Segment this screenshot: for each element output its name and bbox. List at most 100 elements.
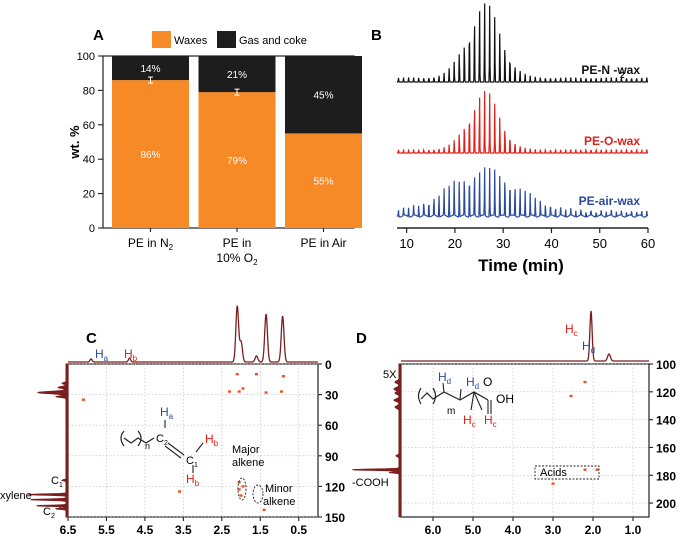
bar-gas-coke [112, 56, 189, 81]
svg-text:Hc: Hc [484, 413, 497, 429]
crosspeak [264, 391, 268, 394]
svg-text:C2: C2 [156, 433, 168, 447]
acid-structure: Hd Hd Hc Hc OH O m [417, 370, 514, 429]
panel-b-xlabel: Time (min) [478, 256, 564, 275]
c-minor-alkene-line2: alkene [263, 496, 295, 508]
alkene-structure: Ha Hb Hb C2 C1 n [120, 405, 219, 488]
nmr-ytick-label: 150 [325, 511, 345, 525]
nmr-xtick-label: 2.5 [214, 523, 231, 537]
crosspeak [241, 387, 245, 390]
crosspeak [569, 394, 573, 398]
crosspeak [595, 468, 599, 471]
svg-text:Hc: Hc [463, 413, 476, 429]
panel-d-frame [400, 363, 650, 518]
c-label-xylene: xylene [0, 490, 32, 502]
d-label-hc: Hc [565, 322, 578, 338]
d-label-5x: 5X [383, 369, 397, 381]
c-major-alkene-line1: Major [232, 444, 260, 456]
b-xtick-label: 40 [544, 236, 558, 251]
bar-gas-label: 21% [227, 70, 247, 81]
svg-text:O: O [483, 375, 492, 389]
c-label-c2: C2 [43, 506, 55, 520]
legend-gas-swatch [217, 31, 236, 48]
bar-gas-label: 14% [140, 64, 160, 75]
chromatogram-trace [396, 167, 649, 218]
c-label-ha: Ha [95, 347, 109, 363]
svg-text:Hb: Hb [186, 472, 200, 488]
crosspeak [241, 485, 245, 488]
panel-c-crosspeaks [81, 373, 285, 512]
trace-label-n2-subscript: 2 [620, 71, 625, 80]
panel-c-frame [67, 363, 319, 518]
d-label-acids: Acids [540, 467, 567, 479]
bar-waxes-label: 79% [227, 156, 247, 167]
legend-gas-label: Gas and coke [239, 35, 307, 47]
nmr-xtick-label: 1.5 [252, 523, 269, 537]
bar-waxes [285, 133, 362, 228]
panel-d-xticks: 6.0 5.0 4.0 3.0 2.0 1.0 [425, 517, 642, 537]
nmr-ytick-label: 0 [325, 358, 332, 372]
panel-d-f2-projection [401, 310, 649, 362]
crosspeak [583, 468, 587, 471]
c-label-hb: Hb [124, 347, 138, 363]
panel-a-yticks: 0 20 40 60 80 100 [77, 51, 103, 235]
a-xlabel-pe-o2-line1: PE in [223, 236, 252, 250]
b-xtick-label: 20 [448, 236, 462, 251]
nmr-ytick-label: 90 [325, 450, 339, 464]
nmr-xtick-label: 3.0 [545, 523, 562, 537]
svg-text:C1: C1 [186, 455, 198, 469]
svg-text:Ha: Ha [160, 405, 174, 421]
crosspeak [237, 488, 241, 491]
trace-label-n2: PE-N -wax [581, 63, 640, 77]
a-ytick-label: 0 [89, 223, 95, 235]
panel-c-f2-projection [68, 305, 318, 363]
c-c2-pointer [55, 504, 68, 510]
crosspeak [178, 490, 182, 493]
bar-gas-label: 45% [313, 91, 333, 102]
b-xtick-label: 50 [592, 236, 606, 251]
a-xlabel-pe-o2-line2: 10% O2 [216, 251, 258, 267]
a-ytick-label: 80 [83, 85, 95, 97]
nmr-ytick-label: 30 [325, 389, 339, 403]
panel-c: C 6.5 5.5 4.5 3.5 2.5 1.5 0.5 0 30 60 90 120 150 Ha… [0, 305, 345, 537]
panel-d-letter: D [356, 330, 367, 347]
c-minor-alkene-line1: Minor [265, 483, 293, 495]
nmr-ytick-label: 200 [656, 497, 676, 511]
nmr-ytick-label: 160 [656, 441, 676, 455]
c-minor-alkene-ellipse [252, 484, 264, 504]
bar-waxes [112, 80, 189, 228]
panel-b-traces [396, 3, 649, 218]
bar-waxes [198, 92, 276, 229]
chromatogram-trace [397, 91, 649, 154]
svg-text:Hb: Hb [205, 432, 219, 448]
nmr-ytick-label: 120 [656, 386, 676, 400]
legend-waxes-swatch [152, 31, 171, 48]
nmr-ytick-label: 100 [656, 358, 676, 372]
panel-a-bars: 86% 14% 79% 21% 55% 45% [112, 56, 362, 232]
nmr-xtick-label: 1.0 [625, 523, 642, 537]
chromatogram-trace [397, 3, 649, 83]
panel-d-grid [401, 363, 649, 517]
b-xtick-label: 60 [641, 236, 655, 251]
b-xtick-label: 10 [399, 236, 413, 251]
nmr-xtick-label: 3.5 [175, 523, 192, 537]
crosspeak [237, 390, 241, 393]
crosspeak [239, 494, 243, 497]
nmr-xtick-label: 6.0 [425, 523, 442, 537]
panel-c-f1-projection [28, 363, 69, 518]
panel-a: A Waxes Gas and coke wt. % 020406080100 … [67, 27, 362, 267]
svg-text:Hd: Hd [466, 375, 479, 391]
crosspeak [279, 390, 283, 393]
bar-waxes-label: 86% [140, 150, 160, 161]
nmr-xtick-label: 6.5 [60, 523, 77, 537]
panel-d-f1-projection [352, 363, 402, 518]
a-xlabel-pe-air: PE in Air [300, 236, 346, 250]
d-label-hd: Hd [582, 339, 595, 355]
panel-d-crosspeaks [551, 380, 599, 485]
bar-waxes-label: 55% [313, 177, 333, 188]
d-acids-box [534, 465, 600, 480]
nmr-xtick-label: 5.5 [98, 523, 115, 537]
trace-label-air: PE-air-wax [579, 194, 641, 208]
